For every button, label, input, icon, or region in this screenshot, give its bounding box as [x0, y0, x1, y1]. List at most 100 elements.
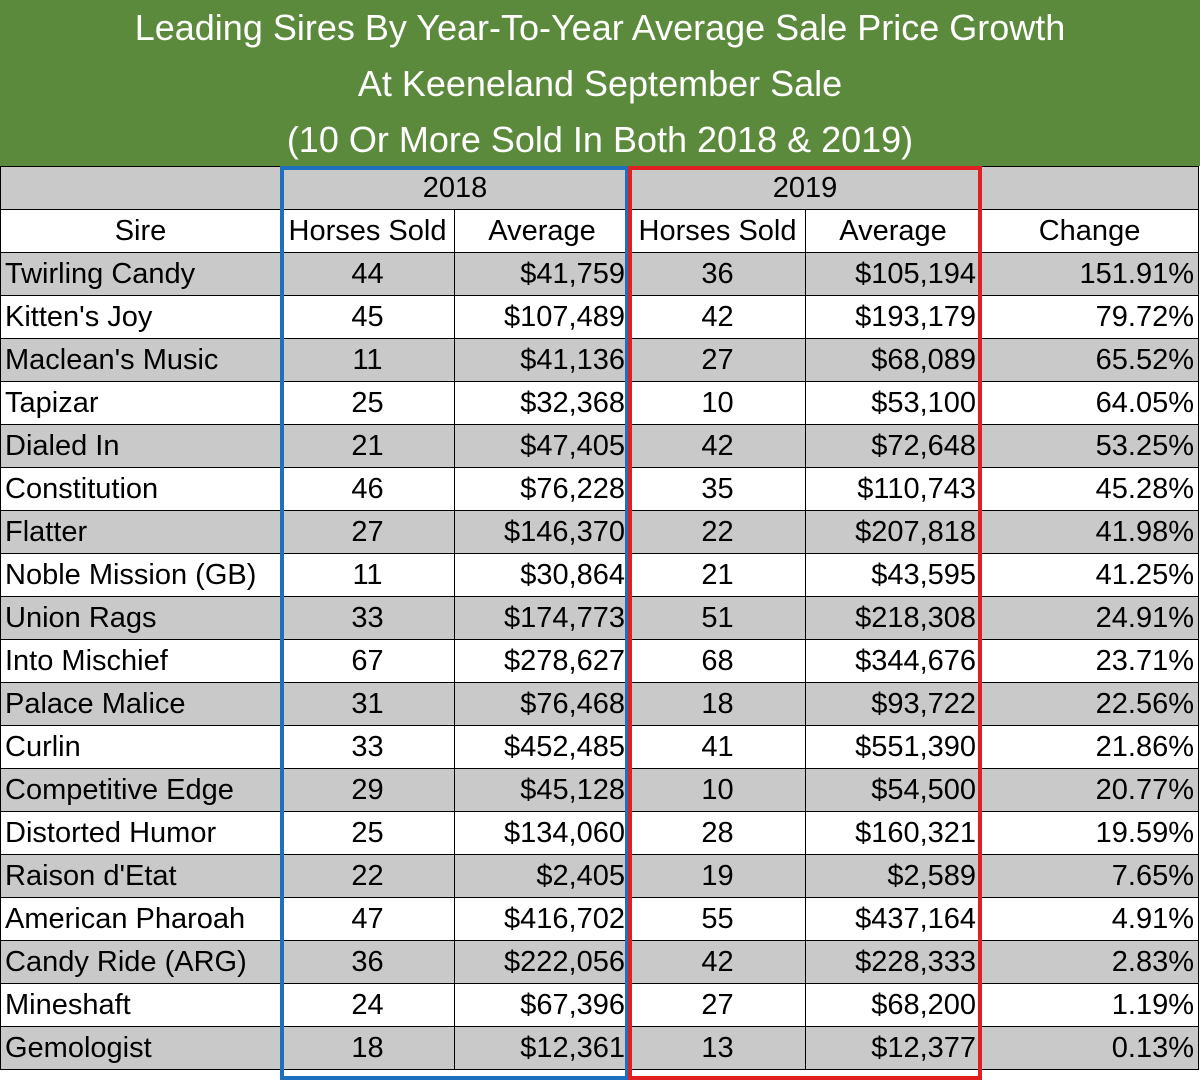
change-cell: 19.59%: [980, 811, 1200, 855]
table-row: Raison d'Etat 22 $2,405 19 $2,589 7.65%: [0, 854, 1200, 898]
average-2018-cell: $67,396: [453, 983, 631, 1027]
horses-sold-2019-cell: 19: [629, 854, 807, 898]
horses-sold-2018-cell: 29: [280, 768, 455, 812]
average-2019-cell: $160,321: [805, 811, 982, 855]
sire-cell: Palace Malice: [0, 682, 281, 726]
average-2019-cell: $93,722: [805, 682, 982, 726]
average-2018-cell: $134,060: [453, 811, 631, 855]
horses-sold-2018-cell: 22: [280, 854, 455, 898]
average-2018-cell: $278,627: [453, 639, 631, 683]
change-cell: 64.05%: [980, 381, 1200, 425]
change-cell: 20.77%: [980, 768, 1200, 812]
change-cell: 23.71%: [980, 639, 1200, 683]
column-header-horses-sold-2019: Horses Sold: [629, 209, 807, 253]
horses-sold-2018-cell: 46: [280, 467, 455, 511]
sire-cell: Mineshaft: [0, 983, 281, 1027]
sires-table: 2018 2019 Sire Horses Sold Average Horse…: [0, 166, 1200, 1070]
average-2018-cell: $30,864: [453, 553, 631, 597]
change-cell: 65.52%: [980, 338, 1200, 382]
average-2019-cell: $43,595: [805, 553, 982, 597]
horses-sold-2019-cell: 35: [629, 467, 807, 511]
column-header-average-2018: Average: [453, 209, 631, 253]
average-2018-cell: $174,773: [453, 596, 631, 640]
average-2018-cell: $2,405: [453, 854, 631, 898]
change-cell: 41.25%: [980, 553, 1200, 597]
average-2018-cell: $41,136: [453, 338, 631, 382]
horses-sold-2019-cell: 22: [629, 510, 807, 554]
average-2019-cell: $68,089: [805, 338, 982, 382]
year-header-blank: [0, 166, 281, 210]
horses-sold-2019-cell: 18: [629, 682, 807, 726]
year-header-2018: 2018: [279, 166, 631, 210]
average-2018-cell: $12,361: [453, 1026, 631, 1070]
average-2018-cell: $47,405: [453, 424, 631, 468]
average-2019-cell: $54,500: [805, 768, 982, 812]
change-cell: 151.91%: [980, 252, 1200, 296]
horses-sold-2018-cell: 33: [280, 725, 455, 769]
sire-cell: Union Rags: [0, 596, 281, 640]
average-2018-cell: $32,368: [453, 381, 631, 425]
table-row: Mineshaft 24 $67,396 27 $68,200 1.19%: [0, 983, 1200, 1027]
table-row: Tapizar 25 $32,368 10 $53,100 64.05%: [0, 381, 1200, 425]
table-row: Curlin 33 $452,485 41 $551,390 21.86%: [0, 725, 1200, 769]
sire-cell: Raison d'Etat: [0, 854, 281, 898]
change-cell: 2.83%: [980, 940, 1200, 984]
sire-cell: Tapizar: [0, 381, 281, 425]
horses-sold-2018-cell: 31: [280, 682, 455, 726]
horses-sold-2018-cell: 11: [280, 553, 455, 597]
horses-sold-2019-cell: 13: [629, 1026, 807, 1070]
horses-sold-2018-cell: 36: [280, 940, 455, 984]
change-cell: 22.56%: [980, 682, 1200, 726]
average-2019-cell: $218,308: [805, 596, 982, 640]
table-row: Twirling Candy 44 $41,759 36 $105,194 151.91%: [0, 252, 1200, 296]
average-2019-cell: $228,333: [805, 940, 982, 984]
column-header-horses-sold-2018: Horses Sold: [280, 209, 455, 253]
horses-sold-2019-cell: 27: [629, 983, 807, 1027]
average-2019-cell: $2,589: [805, 854, 982, 898]
table-row: Candy Ride (ARG) 36 $222,056 42 $228,333 2.83…: [0, 940, 1200, 984]
horses-sold-2019-cell: 10: [629, 768, 807, 812]
title-line-1: Leading Sires By Year-To-Year Average Sa…: [134, 7, 1066, 48]
horses-sold-2018-cell: 67: [280, 639, 455, 683]
sire-cell: Into Mischief: [0, 639, 281, 683]
horses-sold-2019-cell: 41: [629, 725, 807, 769]
horses-sold-2018-cell: 25: [280, 811, 455, 855]
horses-sold-2019-cell: 27: [629, 338, 807, 382]
sire-cell: Distorted Humor: [0, 811, 281, 855]
horses-sold-2018-cell: 25: [280, 381, 455, 425]
title-banner: Leading Sires By Year-To-Year Average Sa…: [0, 0, 1200, 166]
sire-cell: Noble Mission (GB): [0, 553, 281, 597]
horses-sold-2019-cell: 21: [629, 553, 807, 597]
average-2018-cell: $107,489: [453, 295, 631, 339]
change-cell: 1.19%: [980, 983, 1200, 1027]
table-row: Dialed In 21 $47,405 42 $72,648 53.25%: [0, 424, 1200, 468]
horses-sold-2018-cell: 45: [280, 295, 455, 339]
sire-cell: Flatter: [0, 510, 281, 554]
sire-cell: Competitive Edge: [0, 768, 281, 812]
sire-cell: Constitution: [0, 467, 281, 511]
column-header-sire: Sire: [0, 209, 281, 253]
sire-cell: American Pharoah: [0, 897, 281, 941]
horses-sold-2018-cell: 47: [280, 897, 455, 941]
horses-sold-2019-cell: 42: [629, 940, 807, 984]
column-header-row: Sire Horses Sold Average Horses Sold Ave…: [0, 209, 1200, 253]
change-cell: 79.72%: [980, 295, 1200, 339]
change-cell: 45.28%: [980, 467, 1200, 511]
table-row: Noble Mission (GB) 11 $30,864 21 $43,595 41.2…: [0, 553, 1200, 597]
column-header-average-2019: Average: [805, 209, 982, 253]
average-2019-cell: $437,164: [805, 897, 982, 941]
table-row: Distorted Humor 25 $134,060 28 $160,321 19.59…: [0, 811, 1200, 855]
year-header-blank-right: [980, 166, 1200, 210]
table-row: American Pharoah 47 $416,702 55 $437,164 4.91…: [0, 897, 1200, 941]
average-2019-cell: $68,200: [805, 983, 982, 1027]
average-2018-cell: $41,759: [453, 252, 631, 296]
table-row: Kitten's Joy 45 $107,489 42 $193,179 79.72%: [0, 295, 1200, 339]
average-2018-cell: $76,228: [453, 467, 631, 511]
horses-sold-2018-cell: 44: [280, 252, 455, 296]
table-row: Into Mischief 67 $278,627 68 $344,676 23.71%: [0, 639, 1200, 683]
average-2019-cell: $12,377: [805, 1026, 982, 1070]
horses-sold-2019-cell: 10: [629, 381, 807, 425]
table-row: Competitive Edge 29 $45,128 10 $54,500 20.77%: [0, 768, 1200, 812]
table-row: Union Rags 33 $174,773 51 $218,308 24.91%: [0, 596, 1200, 640]
average-2018-cell: $45,128: [453, 768, 631, 812]
